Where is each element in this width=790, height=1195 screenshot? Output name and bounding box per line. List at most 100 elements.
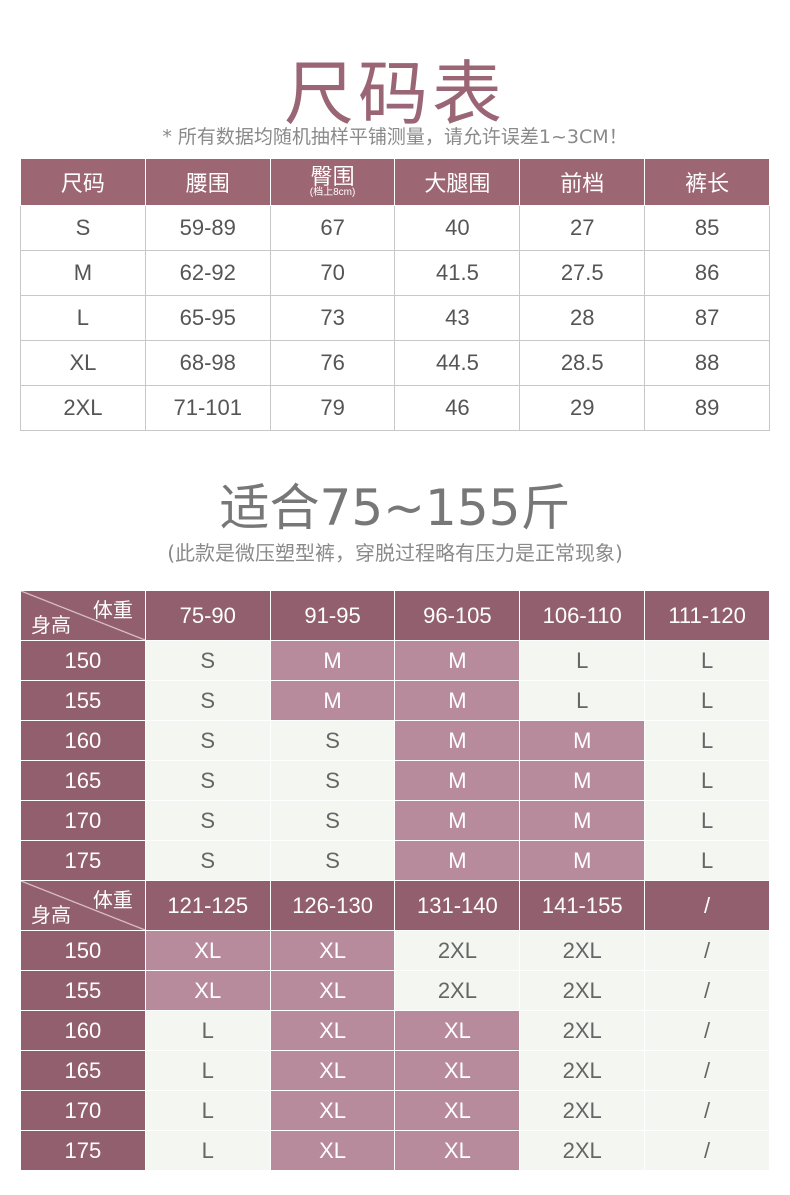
height-cell: 150 bbox=[20, 640, 146, 681]
weight-header: / bbox=[644, 880, 770, 931]
table-cell: 43 bbox=[394, 295, 521, 341]
table-cell: 67 bbox=[269, 205, 396, 251]
height-cell: 165 bbox=[20, 760, 146, 801]
header-cell: 臀围 (档上8cm) bbox=[269, 158, 396, 206]
height-cell: 170 bbox=[20, 800, 146, 841]
size-table: 尺码 腰围 臀围 (档上8cm) 大腿围 前档 裤长 S 59-89 67 40 27 85 M 62-92… bbox=[20, 158, 770, 431]
table-cell: 40 bbox=[394, 205, 521, 251]
table-cell: XL bbox=[20, 340, 146, 386]
height-cell: 155 bbox=[20, 680, 146, 721]
weight-label: 体重 bbox=[92, 890, 133, 912]
size-cell: XL bbox=[394, 1010, 521, 1051]
height-cell: 175 bbox=[20, 1130, 146, 1171]
table-cell: 71-101 bbox=[144, 385, 271, 431]
size-cell: S bbox=[144, 760, 271, 801]
table-cell: 79 bbox=[269, 385, 396, 431]
table-cell: 27.5 bbox=[519, 250, 646, 296]
fit-row: 155 XL XL 2XL 2XL / bbox=[20, 970, 770, 1011]
table-cell: 28.5 bbox=[519, 340, 646, 386]
size-cell: L bbox=[144, 1130, 271, 1171]
table-cell: 46 bbox=[394, 385, 521, 431]
fit-header-row: 体重 身高 121-125 126-130 131-140 141-155/ bbox=[20, 880, 770, 931]
table-cell: 28 bbox=[519, 295, 646, 341]
size-cell: M bbox=[519, 840, 646, 881]
size-cell: XL bbox=[394, 1090, 521, 1131]
size-cell: S bbox=[144, 640, 271, 681]
size-cell: XL bbox=[394, 1130, 521, 1171]
weight-header: 141-155 bbox=[519, 880, 646, 931]
size-cell: S bbox=[269, 840, 396, 881]
size-cell: 2XL bbox=[394, 970, 521, 1011]
table-row: M 62-92 70 41.5 27.5 86 bbox=[20, 250, 770, 296]
table-cell: 2XL bbox=[20, 385, 146, 431]
size-cell: / bbox=[644, 970, 770, 1011]
size-cell: M bbox=[394, 800, 521, 841]
corner-cell: 体重 身高 bbox=[20, 590, 146, 641]
size-cell: / bbox=[644, 1130, 770, 1171]
table-cell: 44.5 bbox=[394, 340, 521, 386]
size-cell: S bbox=[269, 720, 396, 761]
size-cell: / bbox=[644, 930, 770, 971]
table-cell: 85 bbox=[644, 205, 770, 251]
size-cell: L bbox=[519, 680, 646, 721]
header-cell: 前档 bbox=[519, 158, 646, 206]
page-title: 尺码表 bbox=[284, 53, 506, 135]
weight-header: 126-130 bbox=[269, 880, 396, 931]
fit-row: 165 L XL XL 2XL / bbox=[20, 1050, 770, 1091]
size-cell: L bbox=[144, 1090, 271, 1131]
fit-row: 165 S S M M L bbox=[20, 760, 770, 801]
size-cell: 2XL bbox=[519, 930, 646, 971]
size-cell: M bbox=[394, 640, 521, 681]
table-cell: 62-92 bbox=[144, 250, 271, 296]
size-cell: / bbox=[644, 1090, 770, 1131]
table-cell: 65-95 bbox=[144, 295, 271, 341]
corner-cell: 体重 身高 bbox=[20, 880, 146, 931]
size-cell: / bbox=[644, 1050, 770, 1091]
fit-row: 175 L XL XL 2XL / bbox=[20, 1130, 770, 1171]
fit-note: (此款是微压塑型裤，穿脱过程略有压力是正常现象) bbox=[167, 541, 623, 565]
table-cell: L bbox=[20, 295, 146, 341]
size-cell: M bbox=[519, 760, 646, 801]
size-cell: 2XL bbox=[519, 1130, 646, 1171]
size-cell: M bbox=[269, 680, 396, 721]
table-cell: 70 bbox=[269, 250, 396, 296]
table-row: S 59-89 67 40 27 85 bbox=[20, 205, 770, 251]
size-cell: L bbox=[644, 680, 770, 721]
size-cell: XL bbox=[144, 970, 271, 1011]
weight-header: 131-140 bbox=[394, 880, 521, 931]
height-cell: 155 bbox=[20, 970, 146, 1011]
size-cell: M bbox=[394, 840, 521, 881]
size-cell: M bbox=[519, 720, 646, 761]
height-cell: 150 bbox=[20, 930, 146, 971]
header-label: 臀围 bbox=[310, 164, 355, 189]
weight-header: 75-90 bbox=[144, 590, 271, 641]
size-cell: S bbox=[144, 800, 271, 841]
size-cell: S bbox=[144, 840, 271, 881]
size-cell: 2XL bbox=[519, 1010, 646, 1051]
weight-header: 106-110 bbox=[519, 590, 646, 641]
size-cell: M bbox=[394, 680, 521, 721]
fit-row: 170 L XL XL 2XL / bbox=[20, 1090, 770, 1131]
weight-header: 96-105 bbox=[394, 590, 521, 641]
size-cell: L bbox=[144, 1050, 271, 1091]
table-cell: 59-89 bbox=[144, 205, 271, 251]
size-cell: XL bbox=[269, 930, 396, 971]
size-cell: L bbox=[644, 640, 770, 681]
table-cell: 41.5 bbox=[394, 250, 521, 296]
table-cell: 68-98 bbox=[144, 340, 271, 386]
corner-diagonal: 体重 身高 bbox=[21, 881, 145, 930]
size-cell: M bbox=[394, 720, 521, 761]
size-cell: XL bbox=[269, 1090, 396, 1131]
header-cell: 尺码 bbox=[20, 158, 146, 206]
size-cell: S bbox=[144, 720, 271, 761]
table-cell: S bbox=[20, 205, 146, 251]
size-cell: XL bbox=[269, 1050, 396, 1091]
header-cell: 裤长 bbox=[644, 158, 770, 206]
size-cell: M bbox=[394, 760, 521, 801]
fit-row: 175 S S M M L bbox=[20, 840, 770, 881]
table-cell: 86 bbox=[644, 250, 770, 296]
size-table-header: 尺码 腰围 臀围 (档上8cm) 大腿围 前档 裤长 bbox=[20, 158, 770, 206]
header-cell: 大腿围 bbox=[394, 158, 521, 206]
size-cell: XL bbox=[269, 970, 396, 1011]
size-cell: S bbox=[269, 760, 396, 801]
